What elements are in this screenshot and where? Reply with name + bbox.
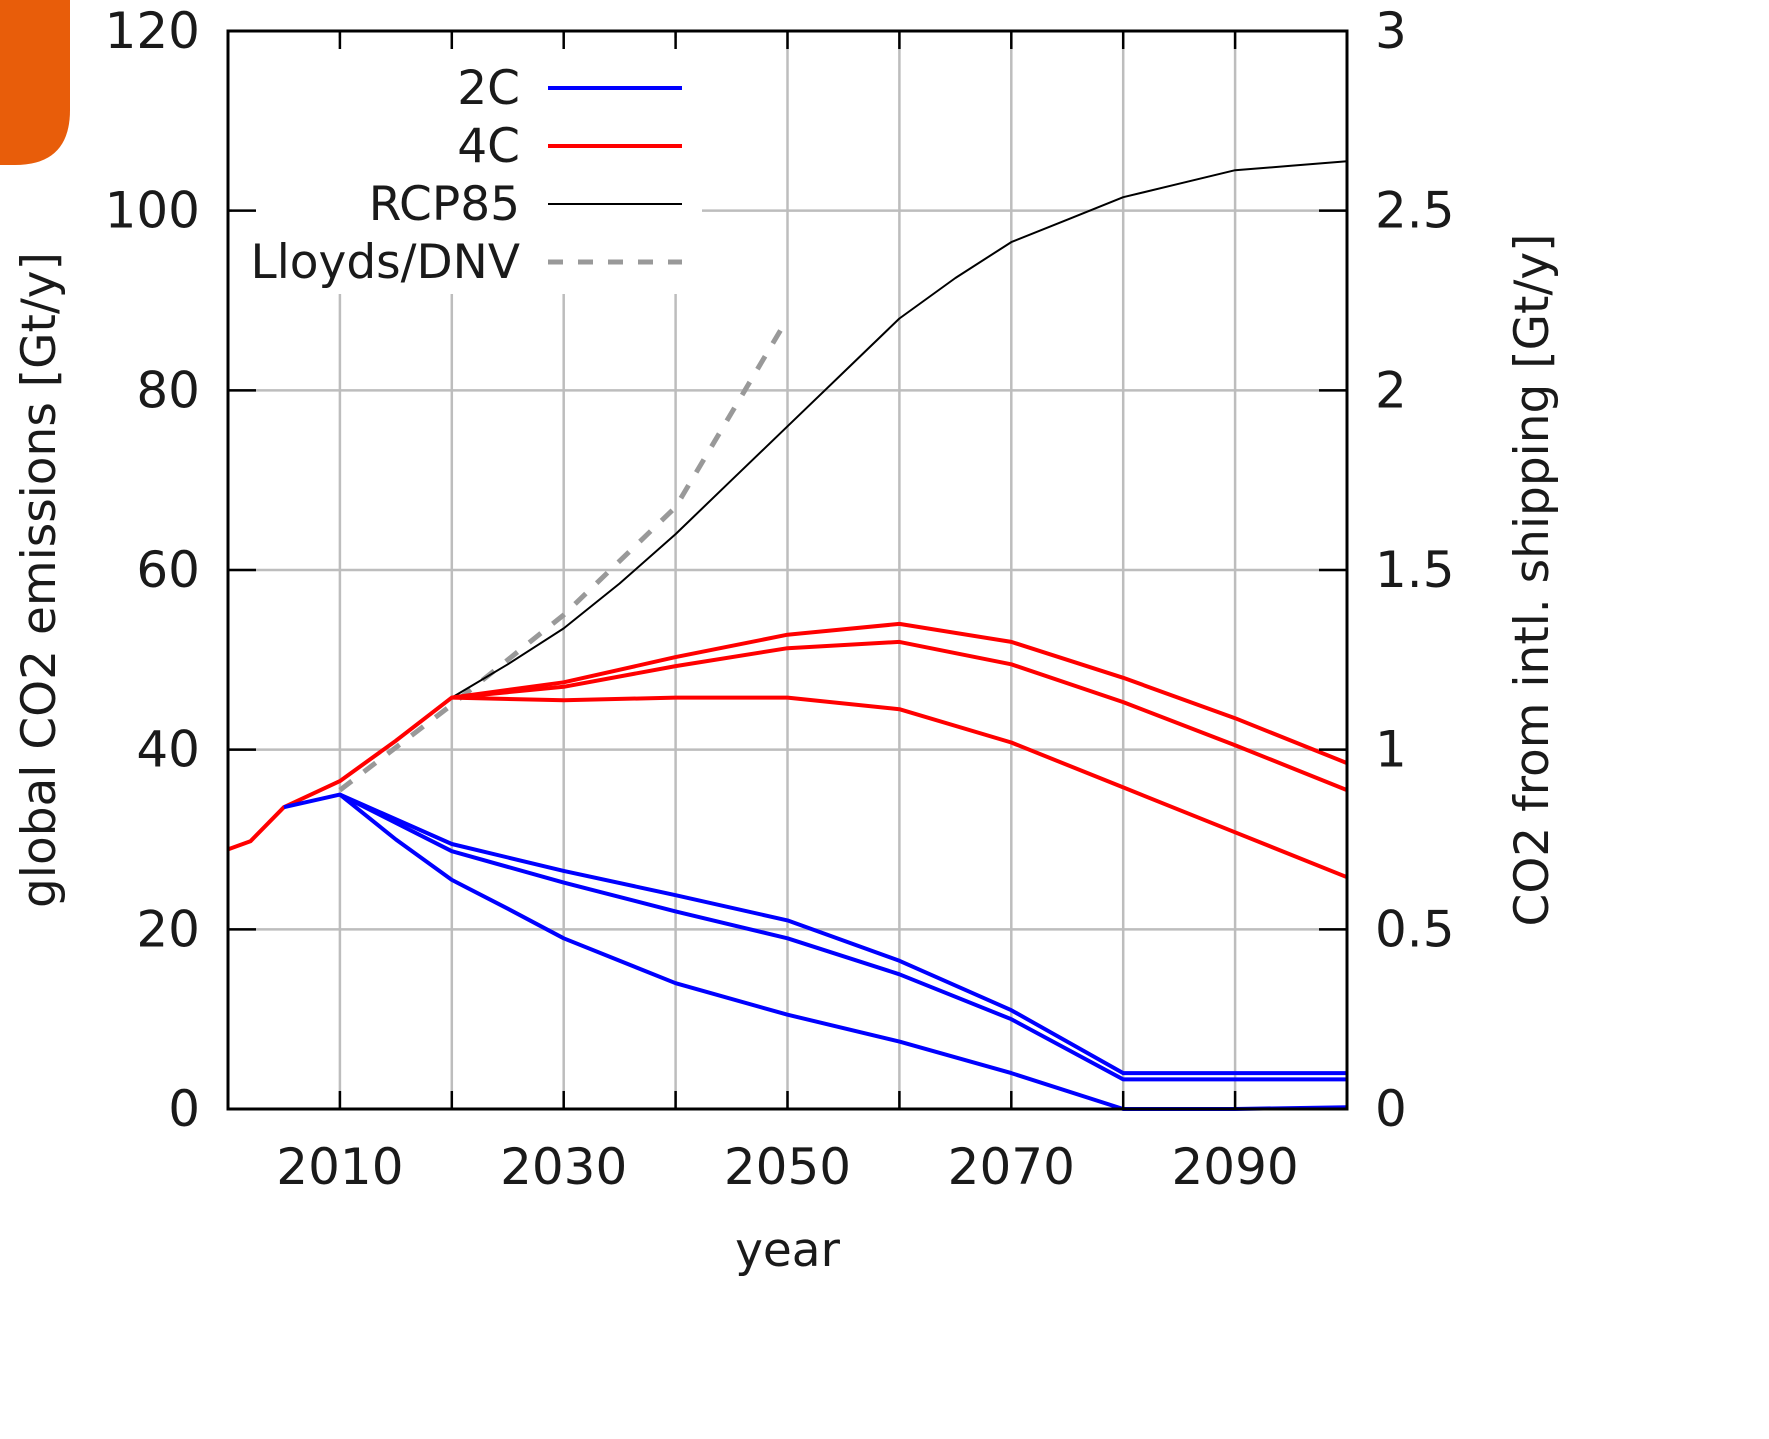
- x-tick-label: 2010: [276, 1138, 403, 1196]
- y-tick-label: 100: [105, 182, 200, 240]
- y2-tick-label: 0: [1375, 1080, 1407, 1138]
- series-line-2c: [283, 792, 1347, 1076]
- series-line-4c: [451, 639, 1348, 792]
- y-tick-label: 80: [136, 361, 200, 419]
- legend-label-rcp85: RCP85: [369, 177, 520, 232]
- y2-axis-title: CO2 from intl. shipping [Gt/y]: [1505, 234, 1560, 927]
- y2-tick-label: 2.5: [1375, 182, 1455, 240]
- x-tick-label: 2050: [724, 1138, 851, 1196]
- y2-tick-label: 1.5: [1375, 541, 1455, 599]
- y2-tick-label: 0.5: [1375, 900, 1455, 958]
- series-line-4c: [451, 695, 1348, 880]
- y-axis-tick-labels: 0 20 40 60 80 100 120: [105, 2, 200, 1138]
- corner-accent-shape: [0, 0, 70, 165]
- x-tick-label: 2090: [1171, 1138, 1298, 1196]
- series-line-2c: [338, 792, 1347, 1082]
- grid: [228, 31, 1347, 1109]
- y-axis-title: global CO2 emissions [Gt/y]: [12, 252, 67, 908]
- series-line-2c: [338, 793, 1348, 1111]
- x-tick-label: 2030: [500, 1138, 627, 1196]
- y-tick-label: 40: [136, 721, 200, 779]
- axis-ticks: [228, 29, 1347, 1111]
- x-axis-tick-labels: 2010 2030 2050 2070 2090: [276, 1138, 1298, 1196]
- y2-tick-label: 3: [1375, 2, 1407, 60]
- y2-tick-label: 2: [1375, 361, 1407, 419]
- x-tick-label: 2070: [948, 1138, 1075, 1196]
- y-tick-label: 20: [136, 900, 200, 958]
- legend-background: [232, 38, 702, 294]
- series-line-4c: [227, 621, 1348, 852]
- x-axis-title: year: [735, 1223, 841, 1278]
- legend-label-lloyds-dnv: Lloyds/DNV: [251, 235, 520, 290]
- series-line-lloyds-dnv: [338, 317, 790, 793]
- legend-label-4c: 4C: [457, 119, 520, 174]
- legend-label-2c: 2C: [457, 61, 520, 116]
- y2-tick-label: 1: [1375, 721, 1407, 779]
- y-tick-label: 60: [136, 541, 200, 599]
- y2-axis-tick-labels: 0 0.5 1 1.5 2 2.5 3: [1375, 2, 1455, 1138]
- y-tick-label: 120: [105, 2, 200, 60]
- y-tick-label: 0: [168, 1080, 200, 1138]
